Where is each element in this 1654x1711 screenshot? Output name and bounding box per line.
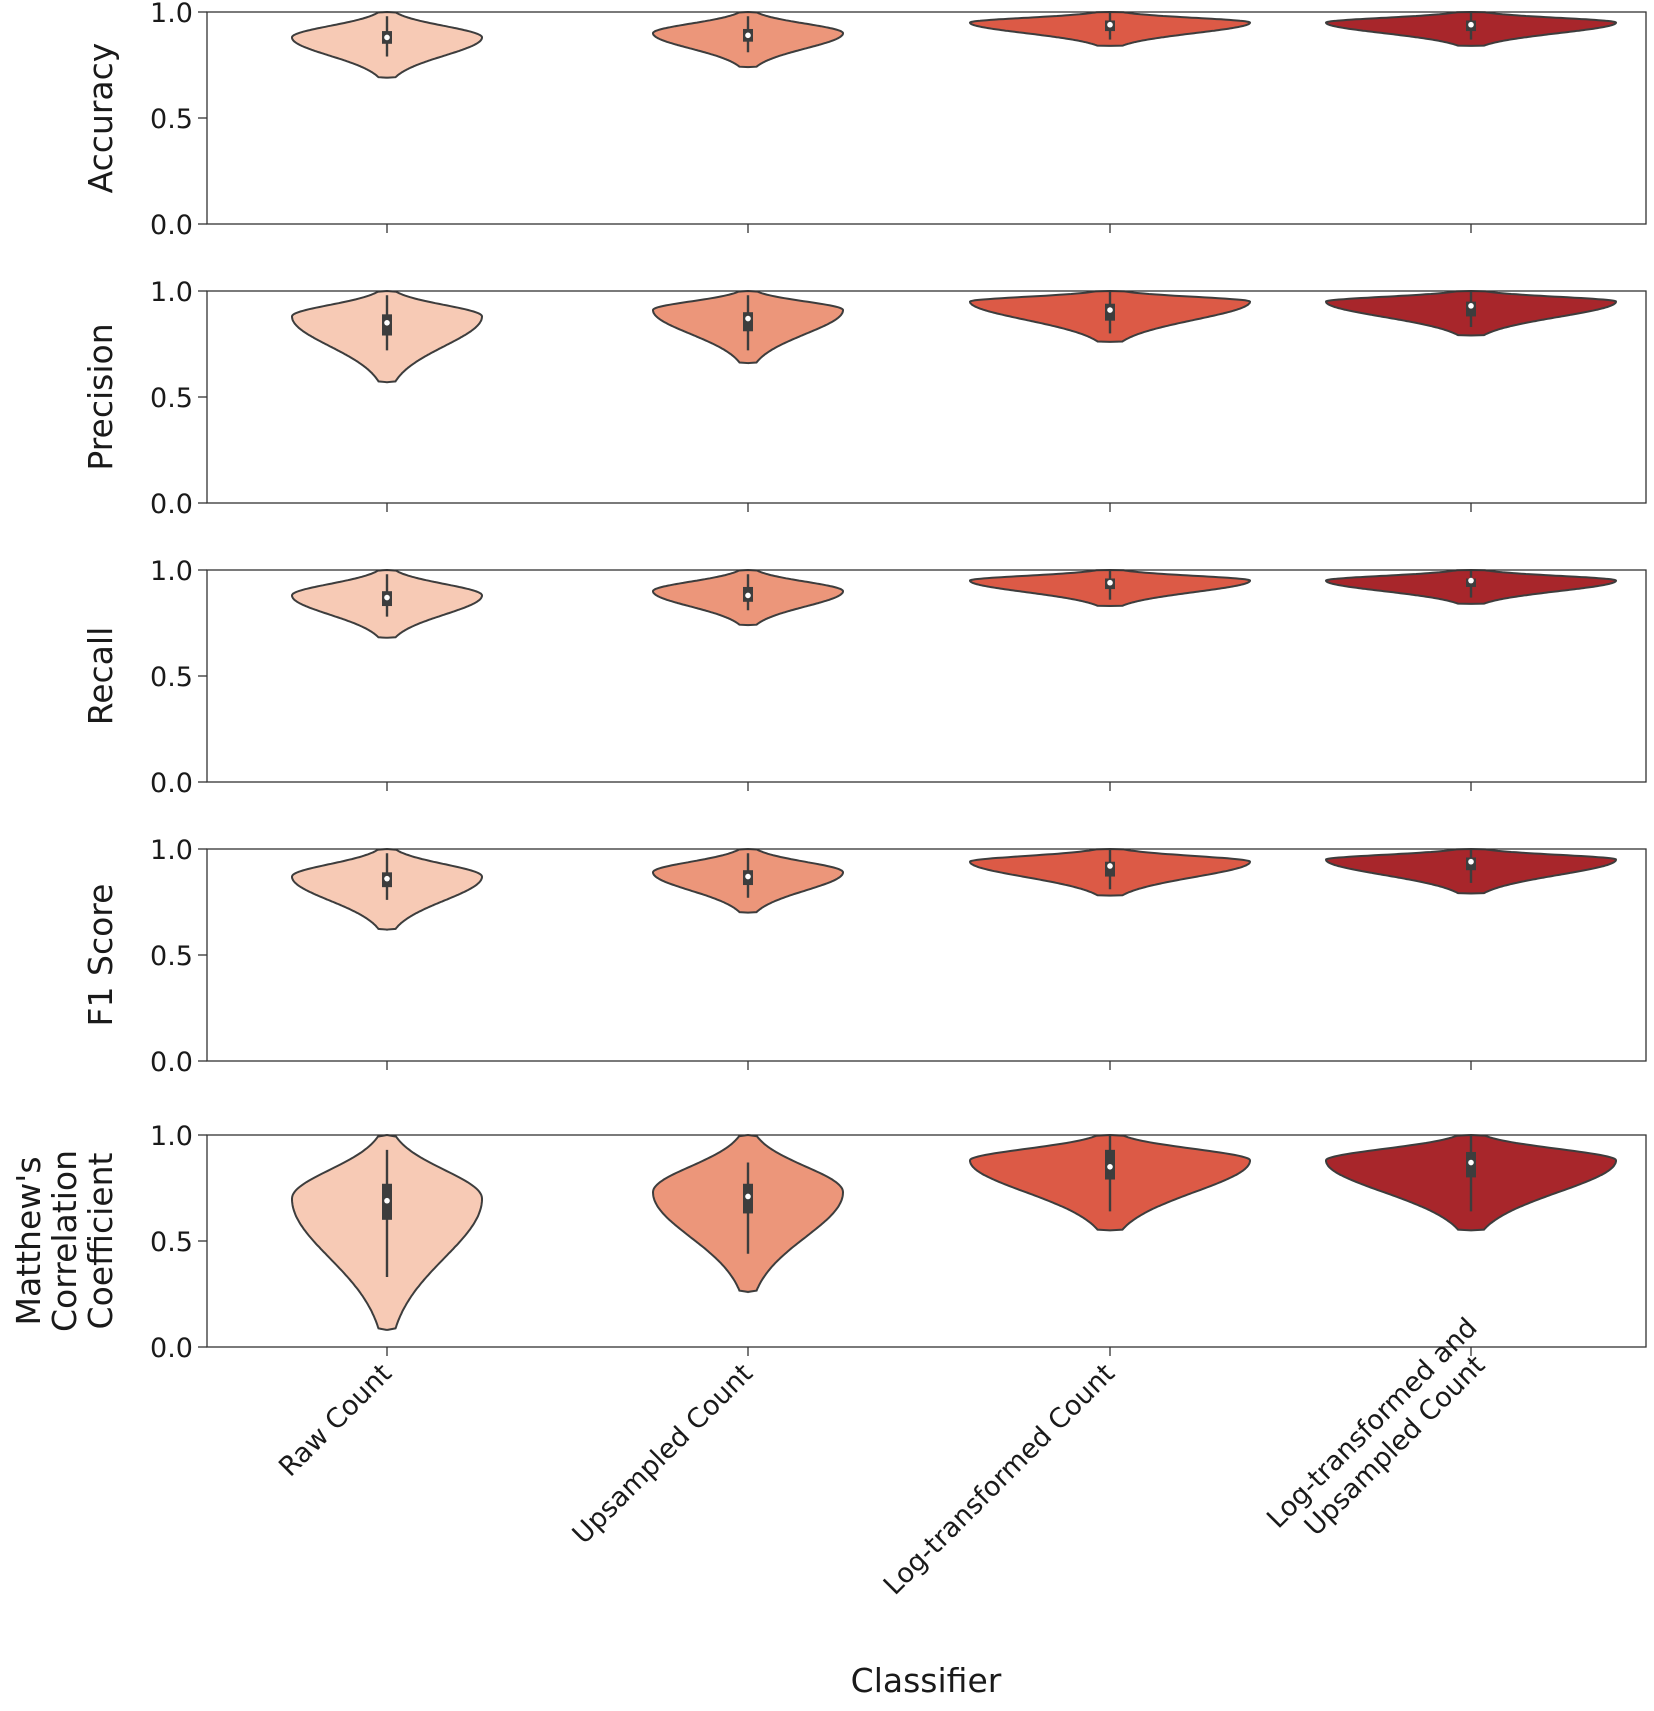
ytick-label-3-0: 0.0 [150, 1047, 193, 1078]
xcat-line-3-0: Log-transformed and [1261, 1312, 1483, 1534]
ytick-label-4-0: 0.0 [150, 1333, 193, 1364]
median-dot-4-0 [384, 1197, 390, 1204]
ylabel-line-4-2: Coefficient [81, 1152, 120, 1329]
median-dot-1-0 [384, 320, 390, 326]
ylabel-3: F1 Score [81, 884, 120, 1027]
ylabel-2: Recall [81, 627, 120, 725]
ytick-label-3-2: 1.0 [150, 835, 193, 866]
xcat-label-0: Raw Count [273, 1358, 398, 1483]
ytick-label-1-1: 0.5 [150, 383, 193, 414]
panel-4: 0.0 0.5 1.0 Matthew'sCorrelationCoefficient [9, 1121, 1647, 1364]
ytick-label-2-0: 0.0 [150, 768, 193, 799]
iqr-box-1-1 [743, 312, 753, 332]
ylabel-line-3-0: F1 Score [81, 884, 120, 1027]
ytick-label-4-1: 0.5 [150, 1227, 193, 1258]
xcat-line-1-0: Upsampled Count [567, 1358, 759, 1550]
ylabel-line-2-0: Recall [81, 627, 120, 725]
median-dot-4-1 [745, 1193, 751, 1200]
xcat-label-2: Log-transformed Count [878, 1358, 1121, 1601]
ytick-label-2-2: 1.0 [150, 556, 193, 587]
ytick-label-0-0: 0.0 [150, 210, 193, 241]
ylabel-4: Matthew'sCorrelationCoefficient [9, 1150, 120, 1332]
median-dot-2-3 [1468, 577, 1474, 584]
panel-0: 0.0 0.5 1.0 Accuracy [81, 0, 1647, 241]
ytick-label-1-0: 0.0 [150, 489, 193, 520]
panel-1: 0.0 0.5 1.0 Precision [81, 277, 1647, 520]
median-dot-0-2 [1107, 21, 1113, 28]
ytick-label-1-2: 1.0 [150, 277, 193, 308]
median-dot-1-1 [745, 315, 751, 322]
panel-2: 0.0 0.5 1.0 Recall [81, 556, 1647, 799]
ytick-label-3-1: 0.5 [150, 941, 193, 972]
median-dot-1-3 [1468, 303, 1474, 309]
xcat-line-0-0: Raw Count [273, 1358, 398, 1483]
x-axis-label: Classifier [851, 1661, 1002, 1700]
ylabel-1: Precision [81, 323, 120, 470]
median-dot-0-3 [1468, 21, 1474, 28]
ytick-label-4-2: 1.0 [150, 1121, 193, 1152]
ylabel-0: Accuracy [81, 43, 120, 194]
ytick-label-0-2: 1.0 [150, 0, 193, 29]
median-dot-2-1 [745, 592, 751, 599]
ytick-label-2-1: 0.5 [150, 662, 193, 693]
median-dot-2-0 [384, 594, 390, 601]
median-dot-3-2 [1107, 863, 1113, 869]
median-dot-3-1 [745, 873, 751, 880]
median-dot-0-1 [745, 32, 751, 39]
xcat-label-1: Upsampled Count [567, 1358, 759, 1550]
ylabel-line-0-0: Accuracy [81, 43, 120, 194]
median-dot-2-2 [1107, 579, 1113, 586]
median-dot-4-3 [1468, 1159, 1474, 1166]
ytick-label-0-1: 0.5 [150, 104, 193, 135]
iqr-box-3-2 [1105, 861, 1115, 877]
xcat-label-3: Log-transformed andUpsampled Count [1261, 1312, 1506, 1557]
median-dot-3-0 [384, 875, 390, 882]
median-dot-3-3 [1468, 858, 1474, 865]
ylabel-line-4-1: Correlation [45, 1150, 84, 1332]
median-dot-4-2 [1107, 1164, 1113, 1170]
xcat-line-2-0: Log-transformed Count [878, 1358, 1121, 1601]
ylabel-line-4-0: Matthew's [9, 1156, 48, 1325]
median-dot-1-2 [1107, 307, 1113, 313]
panel-3: 0.0 0.5 1.0 F1 Score [81, 835, 1647, 1078]
iqr-box-1-3 [1466, 301, 1476, 317]
ylabel-line-1-0: Precision [81, 323, 120, 470]
median-dot-0-0 [384, 34, 390, 41]
